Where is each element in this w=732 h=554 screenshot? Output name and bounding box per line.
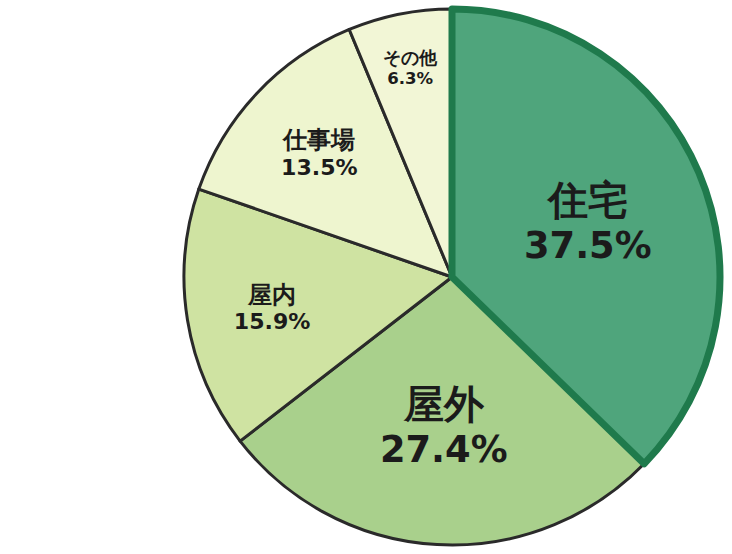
category-label: その他 (383, 47, 438, 68)
pie (184, 9, 720, 545)
value-label: 27.4% (380, 428, 508, 471)
value-label: 6.3% (387, 69, 433, 88)
labels: 住宅37.5% 屋外27.4% 屋内15.9% 仕事場13.5% その他6.3% (234, 47, 652, 471)
slice-label: 住宅37.5% (524, 177, 652, 267)
category-label: 仕事場 (282, 126, 355, 154)
chart: 住宅37.5% 屋外27.4% 屋内15.9% 仕事場13.5% その他6.3% (0, 0, 732, 554)
slice-label: 屋外27.4% (380, 381, 508, 471)
slice-label: 屋内15.9% (234, 281, 311, 334)
pie-slice (452, 9, 720, 464)
slice-label: その他6.3% (383, 47, 438, 88)
category-label: 屋内 (247, 281, 296, 309)
value-label: 15.9% (234, 309, 311, 334)
category-label: 住宅 (546, 177, 628, 223)
pie-slice (349, 9, 452, 277)
category-label: 屋外 (403, 381, 485, 427)
slice-label: 仕事場13.5% (281, 126, 358, 179)
value-label: 37.5% (524, 224, 652, 267)
value-label: 13.5% (281, 155, 358, 180)
